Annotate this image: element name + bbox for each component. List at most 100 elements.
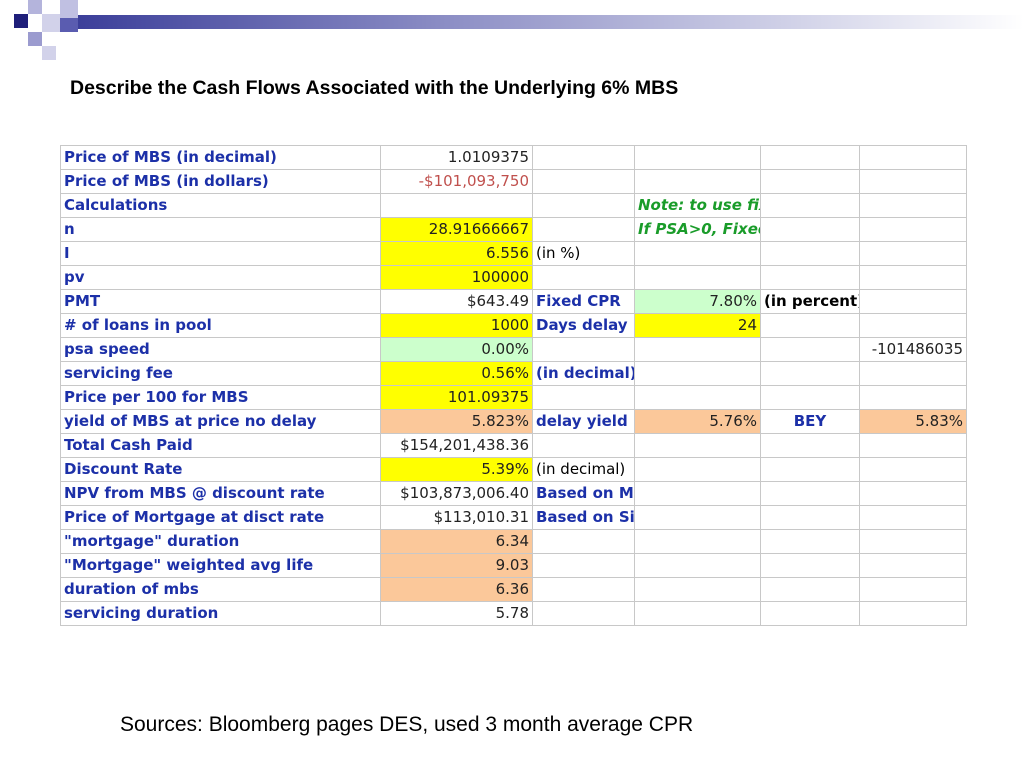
cell-label[interactable]: psa speed <box>60 337 381 362</box>
cell-label[interactable]: delay yield <box>532 409 635 434</box>
cell[interactable] <box>532 553 635 578</box>
cell-label[interactable]: Days delay <box>532 313 635 338</box>
cell-value[interactable]: 9.03 <box>380 553 533 578</box>
cell-value[interactable]: 7.80% <box>634 289 761 314</box>
cell[interactable] <box>859 145 967 170</box>
cell[interactable] <box>634 601 761 626</box>
cell[interactable] <box>532 145 635 170</box>
cell-unit[interactable]: (in %) <box>532 241 635 266</box>
cell-value[interactable]: 100000 <box>380 265 533 290</box>
cell[interactable] <box>859 505 967 530</box>
cell[interactable] <box>859 265 967 290</box>
cell[interactable] <box>859 217 967 242</box>
cell[interactable] <box>532 529 635 554</box>
cell[interactable] <box>859 601 967 626</box>
cell[interactable] <box>634 361 761 386</box>
cell-value[interactable]: 5.83% <box>859 409 967 434</box>
cell[interactable] <box>859 481 967 506</box>
cell-label[interactable]: PMT <box>60 289 381 314</box>
cell-value[interactable]: 5.76% <box>634 409 761 434</box>
cell-label[interactable]: I <box>60 241 381 266</box>
cell-value[interactable]: 6.36 <box>380 577 533 602</box>
cell[interactable] <box>760 601 860 626</box>
cell[interactable] <box>532 385 635 410</box>
note-cpr-text[interactable]: Note: to use fixed CPR, set PSA speed <box>634 193 761 218</box>
cell-label[interactable]: "mortgage" duration <box>60 529 381 554</box>
cell-label[interactable]: Price per 100 for MBS <box>60 385 381 410</box>
cell[interactable] <box>859 433 967 458</box>
cell-value[interactable]: 24 <box>634 313 761 338</box>
cell[interactable] <box>859 193 967 218</box>
cell-label[interactable]: servicing duration <box>60 601 381 626</box>
cell-value[interactable]: $154,201,438.36 <box>380 433 533 458</box>
cell[interactable] <box>634 505 761 530</box>
cell[interactable] <box>634 385 761 410</box>
cell-label[interactable]: "Mortgage" weighted avg life <box>60 553 381 578</box>
cell-unit[interactable]: (in decimal) <box>532 457 635 482</box>
cell[interactable] <box>760 337 860 362</box>
cell-label[interactable]: Calculations <box>60 193 381 218</box>
cell[interactable] <box>859 241 967 266</box>
cell-label[interactable]: Price of Mortgage at disct rate <box>60 505 381 530</box>
cell[interactable] <box>532 193 635 218</box>
cell[interactable] <box>760 577 860 602</box>
cell[interactable] <box>859 577 967 602</box>
cell[interactable] <box>859 457 967 482</box>
note-psa-text[interactable]: If PSA>0, Fixed CPR is ignored. <box>634 217 761 242</box>
cell[interactable] <box>634 481 761 506</box>
cell-value[interactable]: 1000 <box>380 313 533 338</box>
cell-value[interactable]: 6.34 <box>380 529 533 554</box>
cell-value[interactable]: $643.49 <box>380 289 533 314</box>
cell-note[interactable]: Based on Single Mortgage with no prepay <box>532 505 635 530</box>
cell[interactable] <box>634 241 761 266</box>
cell[interactable] <box>859 361 967 386</box>
cell[interactable] <box>634 433 761 458</box>
cell-label[interactable]: Price of MBS (in dollars) <box>60 169 381 194</box>
cell-value[interactable]: 1.0109375 <box>380 145 533 170</box>
cell[interactable] <box>634 145 761 170</box>
cell[interactable] <box>634 553 761 578</box>
cell-value[interactable]: 0.56% <box>380 361 533 386</box>
cell[interactable] <box>532 433 635 458</box>
cell[interactable] <box>760 553 860 578</box>
cell-unit[interactable]: (in percent) <box>760 289 860 314</box>
cell[interactable] <box>532 169 635 194</box>
cell[interactable] <box>760 505 860 530</box>
cell-value[interactable]: 28.91666667 <box>380 217 533 242</box>
cell-label[interactable]: # of loans in pool <box>60 313 381 338</box>
cell[interactable] <box>760 529 860 554</box>
cell-label[interactable]: servicing fee <box>60 361 381 386</box>
cell[interactable] <box>760 361 860 386</box>
cell[interactable] <box>532 217 635 242</box>
cell-value[interactable]: -$101,093,750 <box>380 169 533 194</box>
cell-label[interactable]: BEY <box>760 409 860 434</box>
cell[interactable] <box>859 313 967 338</box>
cell-label[interactable]: Total Cash Paid <box>60 433 381 458</box>
cell-value[interactable]: 5.39% <box>380 457 533 482</box>
cell[interactable] <box>634 169 761 194</box>
cell[interactable] <box>859 529 967 554</box>
cell-unit[interactable]: (in decimal) <box>532 361 635 386</box>
cell[interactable] <box>532 337 635 362</box>
cell[interactable] <box>760 193 860 218</box>
cell[interactable] <box>532 265 635 290</box>
cell[interactable] <box>760 265 860 290</box>
cell-value[interactable]: $103,873,006.40 <box>380 481 533 506</box>
cell[interactable] <box>760 481 860 506</box>
cell[interactable] <box>760 433 860 458</box>
cell[interactable] <box>760 241 860 266</box>
cell[interactable] <box>760 457 860 482</box>
cell[interactable] <box>859 553 967 578</box>
cell-value[interactable]: 6.556 <box>380 241 533 266</box>
cell[interactable] <box>760 385 860 410</box>
cell-label[interactable]: Price of MBS (in decimal) <box>60 145 381 170</box>
cell-value[interactable]: 0.00% <box>380 337 533 362</box>
cell-value[interactable]: 101.09375 <box>380 385 533 410</box>
cell-value[interactable]: -101486035 <box>859 337 967 362</box>
cell[interactable] <box>634 577 761 602</box>
cell[interactable] <box>760 217 860 242</box>
cell-label[interactable]: n <box>60 217 381 242</box>
cell[interactable] <box>634 265 761 290</box>
cell[interactable] <box>634 457 761 482</box>
cell[interactable] <box>532 601 635 626</box>
